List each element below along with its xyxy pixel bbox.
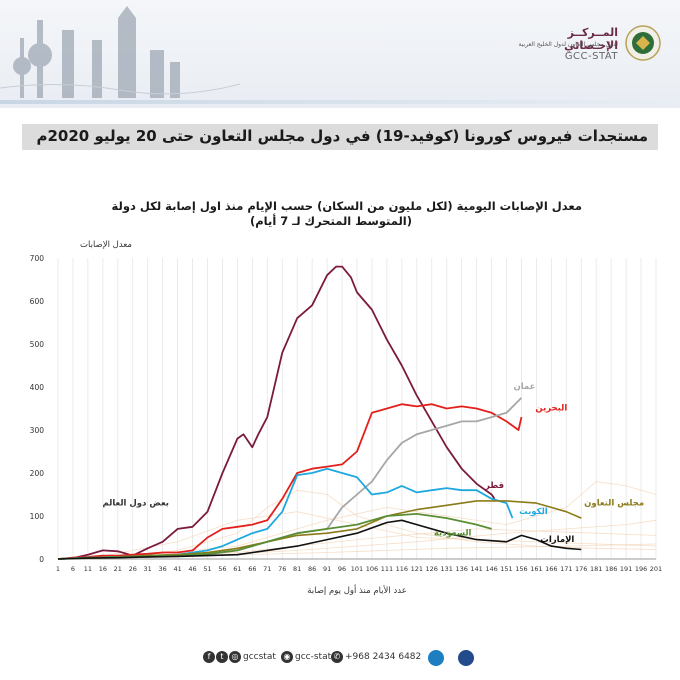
website-icon: ◉ bbox=[281, 651, 293, 663]
x-tick-label: 81 bbox=[293, 565, 301, 573]
x-tick-label: 136 bbox=[455, 565, 467, 573]
x-tick-label: 11 bbox=[84, 565, 92, 573]
x-tick-label: 166 bbox=[545, 565, 557, 573]
x-tick-label: 141 bbox=[470, 565, 482, 573]
x-tick-label: 41 bbox=[173, 565, 181, 573]
x-tick-label: 131 bbox=[440, 565, 452, 573]
x-tick-label: 176 bbox=[575, 565, 587, 573]
x-tick-label: 116 bbox=[396, 565, 408, 573]
x-tick-label: 146 bbox=[485, 565, 497, 573]
logo-english-name: GCC-STAT bbox=[564, 51, 618, 62]
x-tick-label: 1 bbox=[56, 565, 60, 573]
page-title: مستجدات فيروس كورونا (كوفيد-19) في دول م… bbox=[36, 127, 648, 145]
header-banner bbox=[0, 0, 680, 108]
series-label: بعض دول العالم bbox=[102, 498, 168, 508]
series-line bbox=[57, 467, 514, 560]
x-tick-label: 191 bbox=[620, 565, 632, 573]
y-tick-label: 700 bbox=[30, 254, 45, 263]
gcc-stat-logo: المــركــز الإحـصائي لدول مجلس التعاون ل… bbox=[512, 24, 662, 70]
x-tick-label: 66 bbox=[248, 565, 256, 573]
chart-grid bbox=[57, 258, 657, 559]
background-series-line bbox=[57, 489, 657, 560]
x-tick-label: 36 bbox=[159, 565, 167, 573]
skyline-illustration bbox=[0, 6, 240, 98]
y-tick-label: 100 bbox=[30, 512, 45, 521]
partner-logo-2 bbox=[458, 650, 474, 666]
x-tick-label: 111 bbox=[381, 565, 393, 573]
chart-subtitle: (المتوسط المتحرك لـ 7 أيام) bbox=[250, 214, 412, 228]
x-tick-label: 76 bbox=[278, 565, 286, 573]
whatsapp-icon: ✆ bbox=[331, 651, 343, 663]
facebook-icon: f bbox=[203, 651, 215, 663]
instagram-icon: ◎ bbox=[229, 651, 241, 663]
x-tick-label: 101 bbox=[351, 565, 363, 573]
chart: 1 6 11 16 21 26 31 36 41 46 51 56 61 66 71 76 81 86 91 96 10… bbox=[30, 240, 663, 596]
y-tick-label: 0 bbox=[39, 555, 44, 564]
x-tick-label: 201 bbox=[650, 565, 662, 573]
x-tick-label: 121 bbox=[411, 565, 423, 573]
footer: +968 2434 6482 ✆ gcc-stat ◉ gccstat ◎ t … bbox=[200, 650, 500, 668]
x-tick-label: 181 bbox=[590, 565, 602, 573]
y-tick-label: 300 bbox=[30, 426, 45, 435]
x-tick-label: 31 bbox=[144, 565, 152, 573]
x-tick-label: 46 bbox=[188, 565, 196, 573]
y-tick-label: 200 bbox=[30, 469, 45, 478]
twitter-icon: t bbox=[216, 651, 228, 663]
page-title-bar: مستجدات فيروس كورونا (كوفيد-19) في دول م… bbox=[22, 124, 658, 150]
background-series-line bbox=[57, 481, 657, 560]
x-tick-label: 16 bbox=[99, 565, 107, 573]
gcc-emblem-icon bbox=[625, 25, 661, 61]
x-tick-label: 126 bbox=[426, 565, 438, 573]
x-tick-label: 196 bbox=[635, 565, 647, 573]
series-label: البحرين bbox=[535, 404, 567, 414]
background-series-line bbox=[87, 511, 657, 560]
x-tick-label: 61 bbox=[233, 565, 241, 573]
y-tick-label: 600 bbox=[30, 297, 45, 306]
x-tick-label: 186 bbox=[605, 565, 617, 573]
series-label: الإمارات bbox=[540, 535, 574, 545]
chart-series bbox=[57, 265, 582, 560]
x-tick-label: 51 bbox=[203, 565, 211, 573]
series-line bbox=[57, 519, 582, 560]
partner-logo-1 bbox=[428, 650, 444, 666]
y-axis-label: معدل الإصابات bbox=[80, 240, 132, 250]
chart-axes: 1 6 11 16 21 26 31 36 41 46 51 56 61 66 71 76 81 86 91 96 10… bbox=[30, 240, 663, 596]
header-divider bbox=[0, 100, 680, 104]
x-tick-label: 151 bbox=[500, 565, 512, 573]
x-tick-label: 91 bbox=[323, 565, 331, 573]
y-tick-label: 500 bbox=[30, 340, 45, 349]
series-label: مجلس التعاون bbox=[584, 498, 644, 508]
social-handle[interactable]: gccstat bbox=[243, 652, 276, 662]
x-tick-label: 6 bbox=[71, 565, 75, 573]
series-line bbox=[57, 403, 523, 560]
logo-arabic-subtitle: لدول مجلس التعاون لدول الخليج العربية bbox=[518, 41, 619, 48]
series-label: السعودية bbox=[434, 528, 472, 538]
series-label: عمان bbox=[513, 382, 535, 392]
x-tick-label: 71 bbox=[263, 565, 271, 573]
chart-labels: عمان البحرين قطر مجلس التعاون الكويت السعودية… bbox=[102, 382, 644, 545]
x-tick-label: 106 bbox=[366, 565, 378, 573]
series-label: الكويت bbox=[519, 507, 548, 517]
x-tick-label: 56 bbox=[218, 565, 226, 573]
x-tick-label: 86 bbox=[308, 565, 316, 573]
x-axis-label: عدد الأيام منذ أول يوم إصابة bbox=[307, 584, 407, 596]
logo-arabic-name: المــركــز الإحـصائي bbox=[564, 26, 618, 52]
x-tick-label: 171 bbox=[560, 565, 572, 573]
series-line bbox=[57, 265, 496, 560]
x-tick-label: 156 bbox=[515, 565, 527, 573]
x-tick-label: 21 bbox=[114, 565, 122, 573]
website-handle[interactable]: gcc-stat bbox=[295, 652, 332, 662]
series-label: قطر bbox=[484, 481, 504, 491]
y-tick-label: 400 bbox=[30, 383, 45, 392]
x-tick-label: 26 bbox=[129, 565, 137, 573]
x-tick-label: 161 bbox=[530, 565, 542, 573]
chart-title: معدل الإصابات اليومية (لكل مليون من السك… bbox=[111, 199, 582, 213]
phone-number[interactable]: +968 2434 6482 bbox=[345, 652, 422, 662]
x-tick-label: 96 bbox=[338, 565, 346, 573]
